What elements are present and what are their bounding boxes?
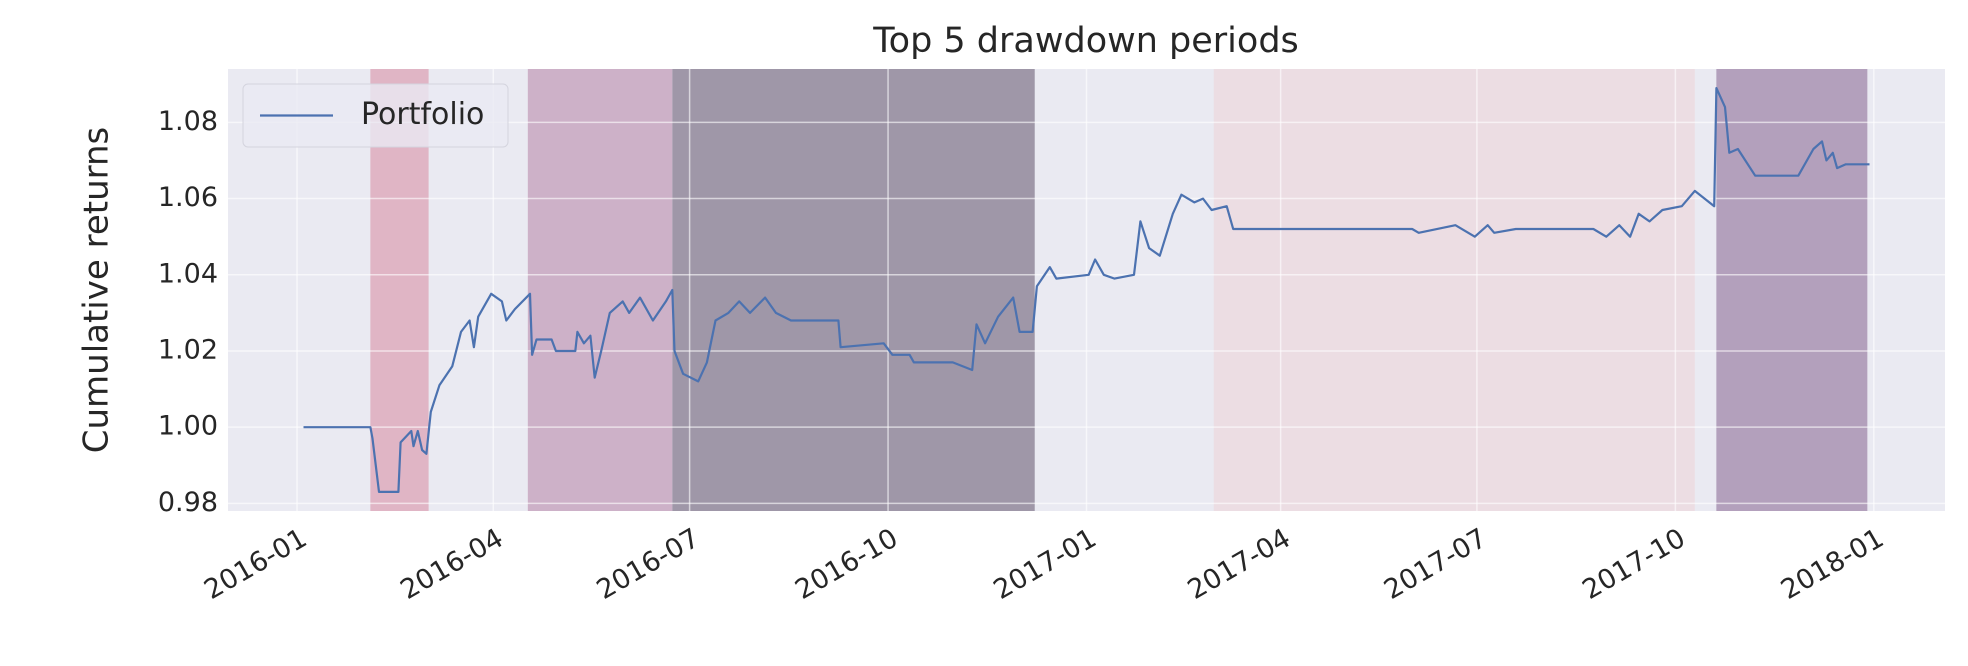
y-tick-label: 0.98 [158, 487, 218, 518]
drawdown-span [672, 69, 1035, 511]
x-tick-label: 2016-04 [395, 523, 508, 606]
x-tick-label: 2017-07 [1379, 523, 1492, 606]
legend: Portfolio [242, 83, 509, 148]
y-tick-label: 1.02 [158, 334, 218, 365]
legend-label: Portfolio [361, 97, 484, 132]
line [303, 87, 1870, 493]
y-tick-label: 1.00 [158, 411, 218, 442]
x-tick-label: 2016-01 [199, 523, 312, 606]
x-tick-label: 2017-10 [1577, 523, 1690, 606]
y-tick-label: 1.06 [158, 182, 218, 213]
chart-title: Top 5 drawdown periods [872, 21, 1299, 61]
drawdown-span [1716, 69, 1868, 511]
x-tick-label: 2017-04 [1183, 523, 1296, 606]
x-tick-label: 2018-01 [1776, 523, 1889, 606]
drawdown-span [1213, 69, 1695, 511]
y-tick-label: 1.04 [158, 258, 218, 289]
x-tick-label: 2016-10 [790, 523, 903, 606]
x-tick-label: 2016-07 [592, 523, 705, 606]
x-tick-label: 2017-01 [989, 523, 1102, 606]
legend-frame [242, 83, 509, 148]
y-tick-label: 1.08 [158, 106, 218, 137]
drawdown-span [527, 69, 673, 511]
y-axis-label: Cumulative returns [77, 127, 117, 454]
